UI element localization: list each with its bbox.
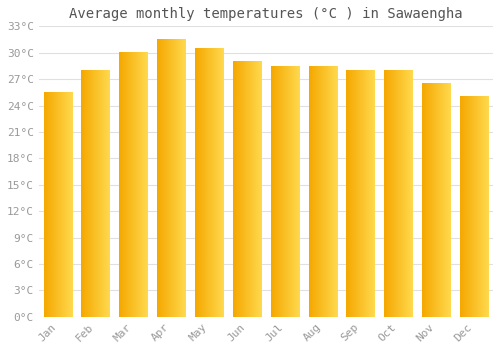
Title: Average monthly temperatures (°C ) in Sawaengha: Average monthly temperatures (°C ) in Sa…	[69, 7, 462, 21]
